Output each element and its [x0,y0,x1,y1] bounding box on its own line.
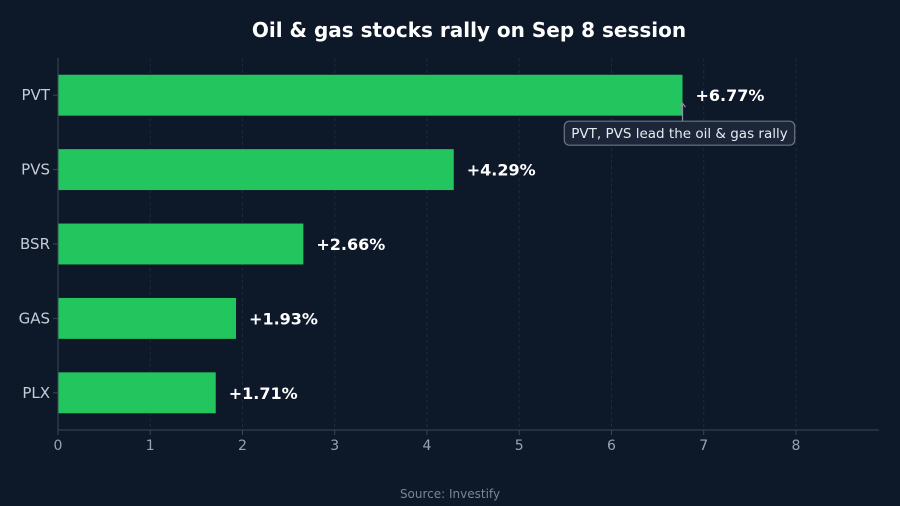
x-tick-label: 2 [238,438,247,454]
x-tick-label: 1 [146,438,155,454]
value-label: +4.29% [467,161,536,180]
category-label: GAS [19,309,50,327]
x-tick-label: 6 [607,438,616,454]
x-tick-label: 8 [792,438,801,454]
x-tick-label: 3 [330,438,339,454]
category-label: BSR [20,235,50,253]
value-label: +1.93% [249,309,318,328]
value-label: +6.77% [696,86,765,105]
value-label: +2.66% [316,235,385,254]
annotation-arrow [679,102,686,122]
bar-plx [58,372,216,414]
bars: +6.77% +4.29% +2.66% +1.93% +1.71% [58,74,765,414]
axes: 0 1 2 3 4 5 6 7 8 PVT PVS BSR GAS PLX [19,58,879,454]
chart-title: Oil & gas stocks rally on Sep 8 session [252,18,686,42]
annotation-text: PVT, PVS lead the oil & gas rally [571,126,787,142]
x-tick-label: 4 [423,438,432,454]
value-label: +1.71% [229,384,298,403]
x-tick-label: 7 [699,438,708,454]
source-note: Source: Investify [400,487,500,501]
x-tick-label: 0 [54,438,63,454]
annotation-box [563,120,796,146]
bar-gas [58,297,237,339]
category-label: PVS [21,161,50,179]
bar-pvs [58,149,454,191]
category-label: PVT [22,86,51,104]
bar-bsr [58,223,304,265]
x-tick-label: 5 [515,438,524,454]
category-label: PLX [22,384,50,402]
annotation: PVT, PVS lead the oil & gas rally [563,102,796,146]
bar-pvt [58,74,683,116]
